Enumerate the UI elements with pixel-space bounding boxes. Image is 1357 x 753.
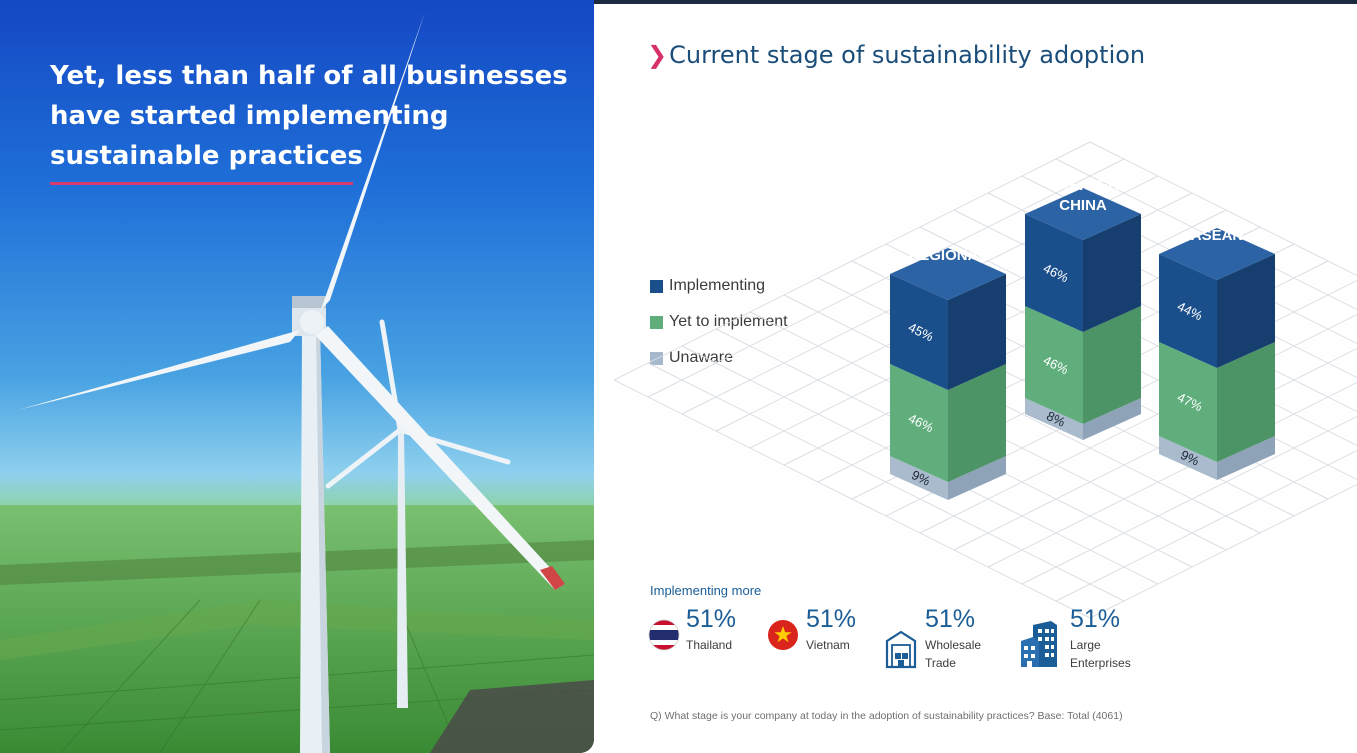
legend-item-implementing: Implementing <box>650 268 788 304</box>
legend-label: Unaware <box>669 349 734 366</box>
footnote: Q) What stage is your company at today i… <box>650 710 1123 722</box>
bar-segment-unaware <box>890 456 948 500</box>
bar-segment-implementing <box>890 274 948 390</box>
office-buildings-icon <box>1021 621 1057 667</box>
legend-swatch-implementing <box>650 279 663 293</box>
grid-line <box>1055 449 1357 602</box>
vietnam-flag-icon <box>768 620 798 650</box>
grid-line <box>1055 158 1357 311</box>
legend-item-yet-to-implement: Yet to implement <box>650 304 788 340</box>
bar-top-cap <box>1159 228 1275 280</box>
implementing-more-label: Implementing more <box>650 583 762 598</box>
bar-stack-regional: 9%46%45%REGIONAL <box>890 247 1006 500</box>
bar-segment-side-yet-to-implement <box>948 364 1006 482</box>
bar-segment-unaware <box>1025 398 1083 440</box>
bar-segment-side-unaware <box>1217 436 1275 480</box>
bar-segment-implementing <box>1025 214 1083 332</box>
bar-stack-asean: 9%47%44%ASEAN <box>1159 227 1275 480</box>
bar-segment-side-implementing <box>948 274 1006 390</box>
bar-top-cap <box>1025 188 1141 240</box>
bar-segment-unaware <box>1159 436 1217 480</box>
chevron-right-icon: ❯ <box>647 41 668 69</box>
stat-percent: 51% <box>925 605 976 633</box>
category-label-line: REGIONAL <box>908 247 987 264</box>
stat-percent: 51% <box>686 605 737 633</box>
category-label-line: ASEAN <box>1191 227 1244 244</box>
bar-segment-yet-to-implement <box>890 364 948 482</box>
top-rule <box>0 0 1357 4</box>
stat-name: Large Enterprises <box>1070 638 1131 670</box>
wind-turbine-illustration <box>0 12 594 753</box>
grid-line <box>919 313 1357 534</box>
grid-line <box>919 226 1357 447</box>
category-label-line: CHINA <box>1059 197 1107 214</box>
bar-segment-side-implementing <box>1217 254 1275 368</box>
chart-legend: Implementing Yet to implement Unaware <box>650 268 788 376</box>
bar-segment-side-yet-to-implement <box>1083 306 1141 424</box>
hero-panel: Yet, less than half of all businesses ha… <box>0 0 594 753</box>
category-label: REGIONAL <box>908 247 987 264</box>
bar-stack-greater-china: 8%46%46%GREATER CHINA <box>1025 177 1141 440</box>
bar-top-cap <box>890 248 1006 300</box>
stat-name: Thailand <box>686 638 733 652</box>
hero-title-underline <box>50 182 353 185</box>
thailand-flag-icon <box>648 619 680 651</box>
legend-swatch-yet-to-implement <box>650 315 663 329</box>
bar-segment-yet-to-implement <box>1025 306 1083 424</box>
chart-title: ❯Current stage of sustainability adoptio… <box>647 38 1145 72</box>
grid-line <box>1089 141 1357 277</box>
category-label: ASEAN <box>1191 227 1244 244</box>
hero-title: Yet, less than half of all businesses ha… <box>50 61 568 171</box>
bar-segment-side-unaware <box>1083 398 1141 440</box>
stat-name: Vietnam <box>806 638 850 652</box>
bar-segment-implementing <box>1159 254 1217 368</box>
chart-title-text: Current stage of sustainability adoption <box>669 41 1146 69</box>
category-label: GREATER CHINA <box>1047 177 1119 214</box>
bar-segment-yet-to-implement <box>1159 342 1217 462</box>
legend-label: Yet to implement <box>669 313 788 330</box>
stat-name: Wholesale Trade <box>925 638 982 670</box>
stat-percent: 51% <box>806 605 857 633</box>
grid-line <box>1089 483 1357 619</box>
bar-segment-side-implementing <box>1083 214 1141 332</box>
legend-item-unaware: Unaware <box>650 340 788 376</box>
legend-label: Implementing <box>669 277 766 294</box>
warehouse-icon <box>885 630 917 669</box>
bar-segment-side-yet-to-implement <box>1217 342 1275 462</box>
bar-segment-side-unaware <box>948 456 1006 500</box>
category-label-line: GREATER <box>1047 177 1119 194</box>
legend-swatch-unaware <box>650 351 663 365</box>
stat-percent: 51% <box>1070 605 1121 633</box>
grid-line <box>1021 415 1357 585</box>
